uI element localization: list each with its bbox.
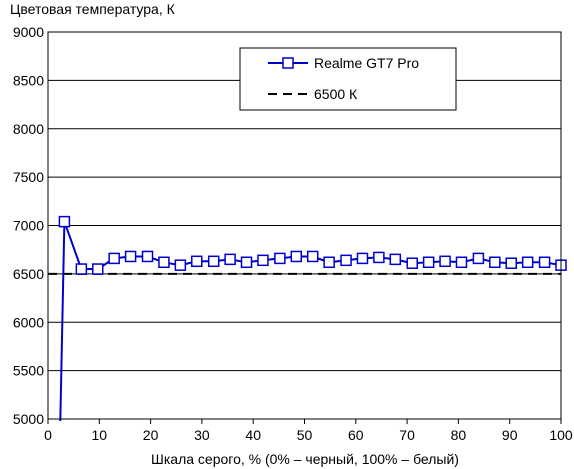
- data-point-marker: [174, 259, 187, 271]
- x-axis-ticks: 0 10 20 30 40 50 60 70 80 90 100: [44, 419, 573, 443]
- x-tick-label: 0: [44, 427, 52, 443]
- data-point-marker: [108, 252, 120, 265]
- data-point-marker: [141, 250, 154, 263]
- data-point-marker: [439, 255, 451, 268]
- legend: Realme GT7 Pro 6500 К: [239, 47, 457, 111]
- data-point-marker: [422, 256, 435, 269]
- data-point-marker: [505, 257, 517, 269]
- data-point-marker: [340, 254, 352, 267]
- y-tick-label: 7500: [13, 169, 44, 185]
- data-point-marker: [58, 215, 71, 228]
- x-tick-label: 100: [549, 427, 573, 443]
- data-point-marker: [274, 252, 286, 265]
- data-point-marker: [92, 263, 104, 275]
- data-point-marker: [158, 256, 170, 269]
- x-tick-label: 20: [143, 427, 159, 443]
- data-point-marker: [356, 252, 369, 265]
- y-axis-ticks: 5000 5500 6000 6500 7000 7500 8000 8500 9000: [13, 24, 44, 427]
- data-point-marker: [207, 255, 220, 268]
- x-tick-label: 10: [92, 427, 108, 443]
- y-tick-label: 5000: [13, 411, 44, 427]
- y-tick-label: 7000: [13, 218, 44, 234]
- data-point-marker: [472, 252, 485, 265]
- x-tick-label: 70: [399, 427, 415, 443]
- data-point-marker: [224, 253, 236, 266]
- data-point-marker: [521, 256, 534, 269]
- y-tick-label: 6000: [13, 314, 44, 330]
- legend-label-realme: Realme GT7 Pro: [314, 55, 419, 71]
- data-point-marker: [290, 250, 303, 263]
- data-point-marker: [306, 250, 319, 263]
- data-point-marker: [75, 263, 88, 275]
- data-point-marker: [455, 256, 468, 269]
- data-point-marker: [389, 253, 402, 266]
- x-tick-label: 80: [451, 427, 467, 443]
- x-tick-label: 40: [245, 427, 261, 443]
- grid-lines: [48, 79, 561, 372]
- x-axis-label: Шкала серого, % (0% – черный, 100% – бел…: [151, 451, 459, 467]
- x-tick-label: 90: [502, 427, 518, 443]
- y-tick-label: 6500: [13, 266, 44, 282]
- data-point-marker: [240, 256, 253, 269]
- data-point-marker: [124, 250, 137, 263]
- data-point-marker: [538, 256, 551, 269]
- data-point-marker: [489, 256, 501, 269]
- y-tick-label: 5500: [13, 363, 44, 379]
- y-tick-label: 8000: [13, 121, 44, 137]
- legend-label-6500k: 6500 К: [314, 86, 358, 102]
- x-tick-label: 60: [348, 427, 364, 443]
- chart-title: Цветовая температура, К: [10, 1, 176, 17]
- y-tick-label: 9000: [13, 24, 44, 40]
- data-point-marker: [191, 255, 203, 268]
- y-tick-label: 8500: [13, 72, 44, 88]
- data-point-marker: [257, 254, 269, 267]
- legend-marker-realme: [282, 57, 294, 69]
- data-point-marker: [373, 251, 385, 264]
- x-tick-label: 30: [194, 427, 210, 443]
- data-point-marker: [323, 256, 335, 269]
- legend-box: [239, 47, 457, 111]
- x-tick-label: 50: [297, 427, 313, 443]
- data-point-marker: [406, 257, 418, 269]
